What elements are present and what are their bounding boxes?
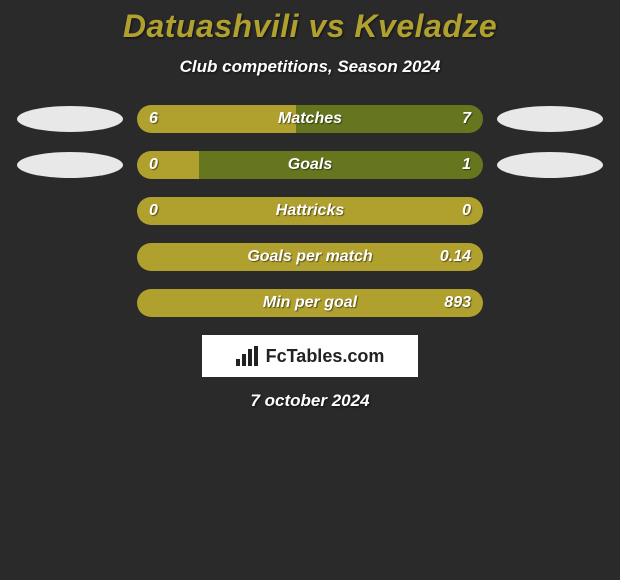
comparison-row: 0 1 Goals	[0, 151, 620, 179]
subtitle: Club competitions, Season 2024	[0, 57, 620, 77]
stat-label: Goals per match	[247, 243, 372, 271]
right-value: 0	[462, 197, 471, 225]
brand-label: FcTables.com	[266, 346, 385, 367]
date-label: 7 october 2024	[0, 391, 620, 411]
right-value: 1	[462, 151, 471, 179]
stat-bar: 893 Min per goal	[137, 289, 483, 317]
comparison-rows: 6 7 Matches 0 1 Goals 0 0 Hattricks 0.14 Goals per…	[0, 105, 620, 317]
left-value: 0	[149, 151, 158, 179]
stat-bar: 0 0 Hattricks	[137, 197, 483, 225]
page-title: Datuashvili vs Kveladze	[0, 8, 620, 45]
left-value: 0	[149, 197, 158, 225]
stat-bar-fill	[137, 151, 199, 179]
stat-label: Goals	[288, 151, 332, 179]
stat-bar-fill	[137, 105, 296, 133]
stat-label: Min per goal	[263, 289, 357, 317]
right-team-ellipse	[497, 152, 603, 178]
stat-bar: 6 7 Matches	[137, 105, 483, 133]
stat-bar: 0 1 Goals	[137, 151, 483, 179]
left-team-ellipse	[17, 106, 123, 132]
brand-badge: FcTables.com	[202, 335, 418, 377]
left-team-ellipse	[17, 152, 123, 178]
stat-label: Hattricks	[276, 197, 344, 225]
right-value: 0.14	[440, 243, 471, 271]
stat-label: Matches	[278, 105, 342, 133]
right-value: 7	[462, 105, 471, 133]
comparison-row: 0.14 Goals per match	[0, 243, 620, 271]
comparison-row: 0 0 Hattricks	[0, 197, 620, 225]
stat-bar: 0.14 Goals per match	[137, 243, 483, 271]
left-value: 6	[149, 105, 158, 133]
right-team-ellipse	[497, 106, 603, 132]
bar-chart-icon	[236, 346, 260, 366]
comparison-row: 893 Min per goal	[0, 289, 620, 317]
right-value: 893	[444, 289, 471, 317]
comparison-row: 6 7 Matches	[0, 105, 620, 133]
